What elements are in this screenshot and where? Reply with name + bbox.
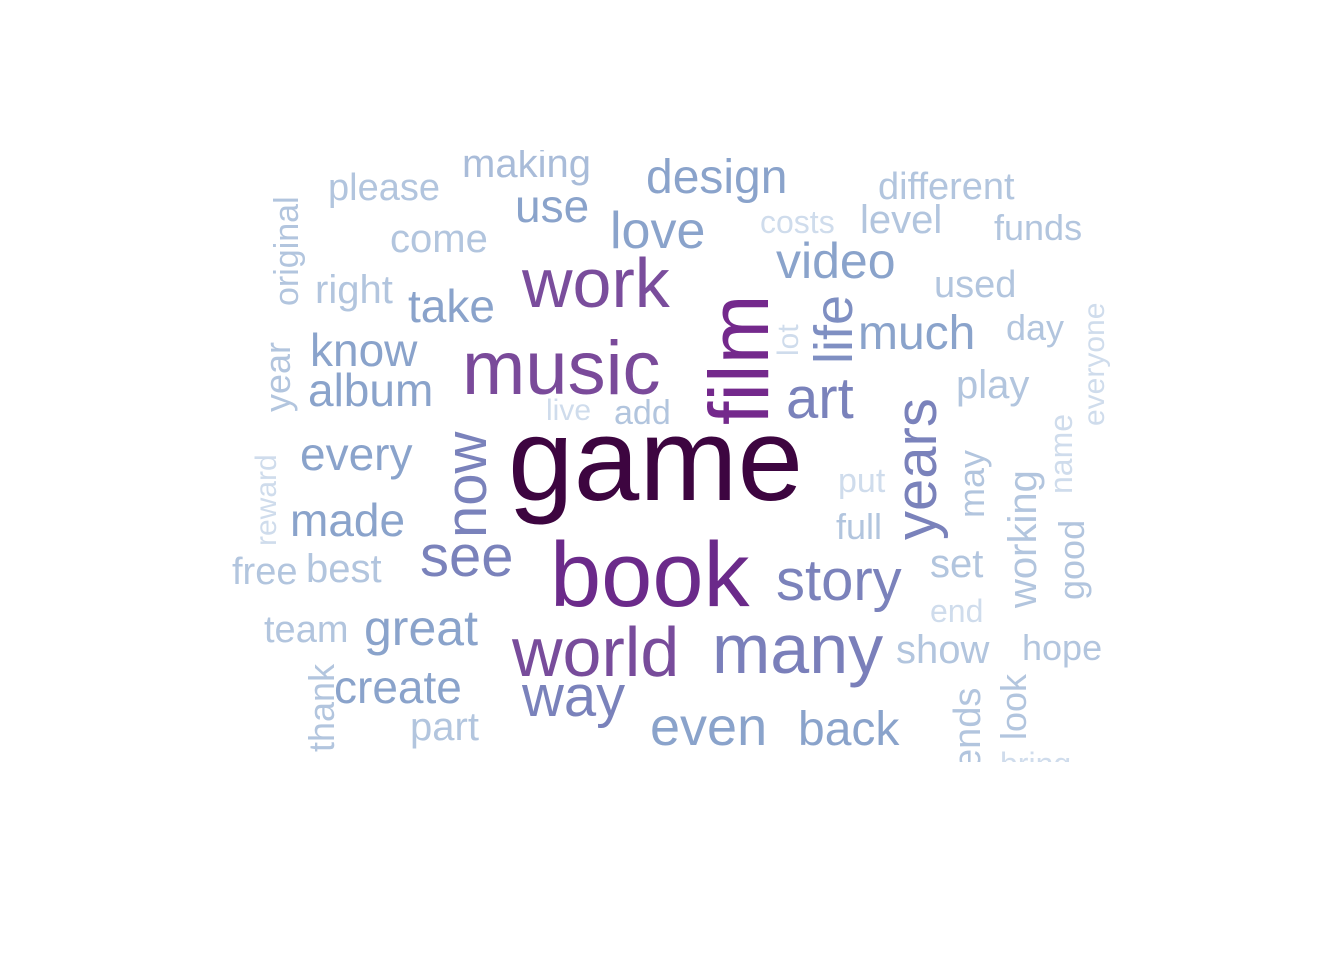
word-level: level [860,198,942,242]
word-hope: hope [1022,627,1102,668]
word-know: know [310,324,418,376]
word-add: add [614,394,671,432]
word-end: end [930,593,983,629]
word-best: best [306,547,382,591]
word-art: art [786,366,854,431]
word-much: much [858,307,975,360]
word-even: even [650,697,767,757]
word-made: made [290,494,405,546]
word-original: original [268,196,306,306]
word-free: free [232,551,297,593]
word-ends: ends [947,688,989,770]
word-show: show [896,628,989,672]
word-love: love [610,202,705,260]
word-production: production [480,760,714,816]
word-use: use [515,180,589,232]
word-team: team [264,609,348,651]
word-take: take [408,280,495,332]
word-thank: thank [301,663,342,752]
word-may: may [951,450,992,518]
word-everyone: everyone [1078,303,1111,426]
word-look: look [993,673,1034,740]
word-story: story [776,548,902,613]
word-name: name [1043,414,1079,494]
word-many: many [712,610,883,688]
word-book: book [550,524,750,626]
word-video: video [776,233,896,289]
word-life: life [804,295,864,364]
word-bring: bring [1000,746,1071,782]
word-game: game [508,394,803,526]
word-music: music [462,326,660,411]
word-see: see [420,524,514,589]
word-way: way [521,664,625,729]
word-costs: costs [760,204,835,240]
word-different: different [878,166,1015,208]
word-working: working [1001,470,1045,609]
word-create: create [334,661,462,713]
word-please: please [328,167,440,209]
word-live: live [546,394,591,427]
word-set: set [930,542,983,586]
word-reward: reward [250,454,283,546]
word-full: full [836,506,882,547]
word-album: album [308,364,433,416]
word-play: play [956,363,1029,407]
word-now: now [434,430,499,538]
word-good: good [1051,520,1092,600]
word-put: put [838,462,886,500]
word-right: right [315,268,393,312]
word-day: day [1006,307,1064,348]
word-making: making [462,142,591,186]
word-world: world [511,613,679,691]
word-come: come [390,217,488,261]
word-year: year [257,342,298,412]
word-work: work [521,244,671,322]
word-part: part [410,705,479,749]
word-film: film [692,294,786,425]
word-back: back [798,703,900,756]
word-lot: lot [772,324,805,356]
word-great: great [364,600,478,656]
word-years: years [884,398,949,540]
word-every: every [300,428,412,480]
word-design: design [646,151,787,204]
word-used: used [934,264,1016,306]
word-funds: funds [994,207,1082,248]
